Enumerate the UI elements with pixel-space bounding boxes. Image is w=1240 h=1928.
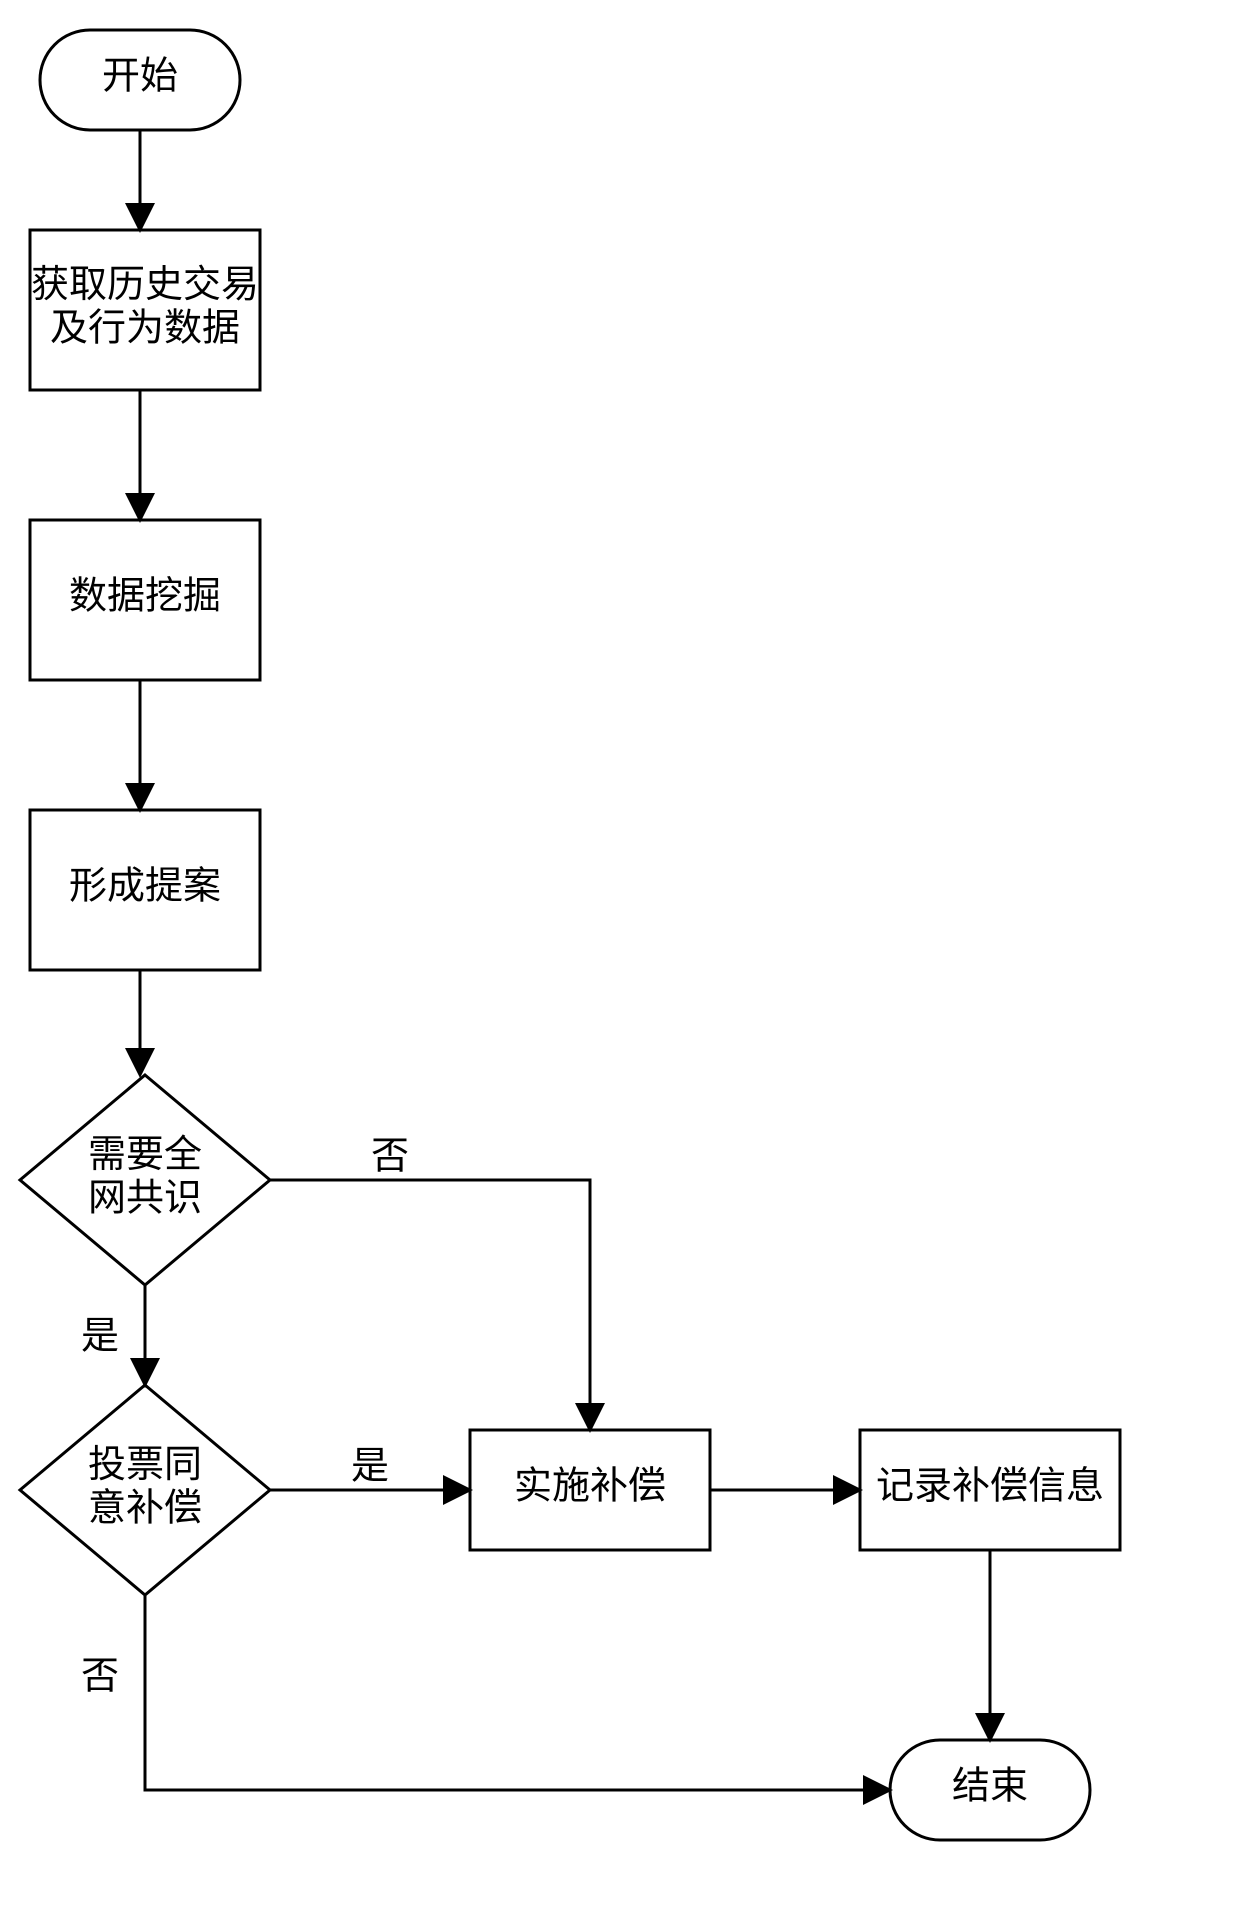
node-n1-label: 获取历史交易 — [31, 264, 259, 306]
node-n1-label: 及行为数据 — [50, 308, 240, 350]
edge-label-9: 否 — [81, 1656, 119, 1698]
node-d2: 投票同意补偿 — [20, 1385, 270, 1595]
node-n4: 实施补偿 — [470, 1430, 710, 1550]
node-n4-label: 实施补偿 — [514, 1466, 666, 1508]
edge-d2-end — [145, 1595, 890, 1790]
node-n1: 获取历史交易及行为数据 — [30, 230, 260, 390]
node-d1-label: 网共识 — [88, 1178, 202, 1220]
node-d1: 需要全网共识 — [20, 1075, 270, 1285]
node-d2-label: 投票同 — [88, 1444, 202, 1486]
node-n5: 记录补偿信息 — [860, 1430, 1120, 1550]
node-end: 结束 — [890, 1740, 1090, 1840]
edge-label-6: 是 — [351, 1446, 389, 1488]
node-d1-label: 需要全 — [88, 1134, 202, 1176]
node-d2-label: 意补偿 — [88, 1488, 202, 1530]
edge-label-4: 是 — [81, 1316, 119, 1358]
node-start: 开始 — [40, 30, 240, 130]
edge-d1-n4 — [270, 1180, 590, 1430]
node-start-label: 开始 — [102, 56, 178, 98]
node-n3-label: 形成提案 — [69, 866, 221, 908]
edge-label-5: 否 — [371, 1136, 409, 1178]
node-n3: 形成提案 — [30, 810, 260, 970]
node-n2-label: 数据挖掘 — [69, 576, 221, 618]
node-n5-label: 记录补偿信息 — [876, 1466, 1104, 1508]
node-end-label: 结束 — [952, 1766, 1028, 1808]
flowchart-svg: 开始获取历史交易及行为数据数据挖掘形成提案需要全网共识投票同意补偿实施补偿记录补… — [0, 0, 1240, 1928]
node-n2: 数据挖掘 — [30, 520, 260, 680]
